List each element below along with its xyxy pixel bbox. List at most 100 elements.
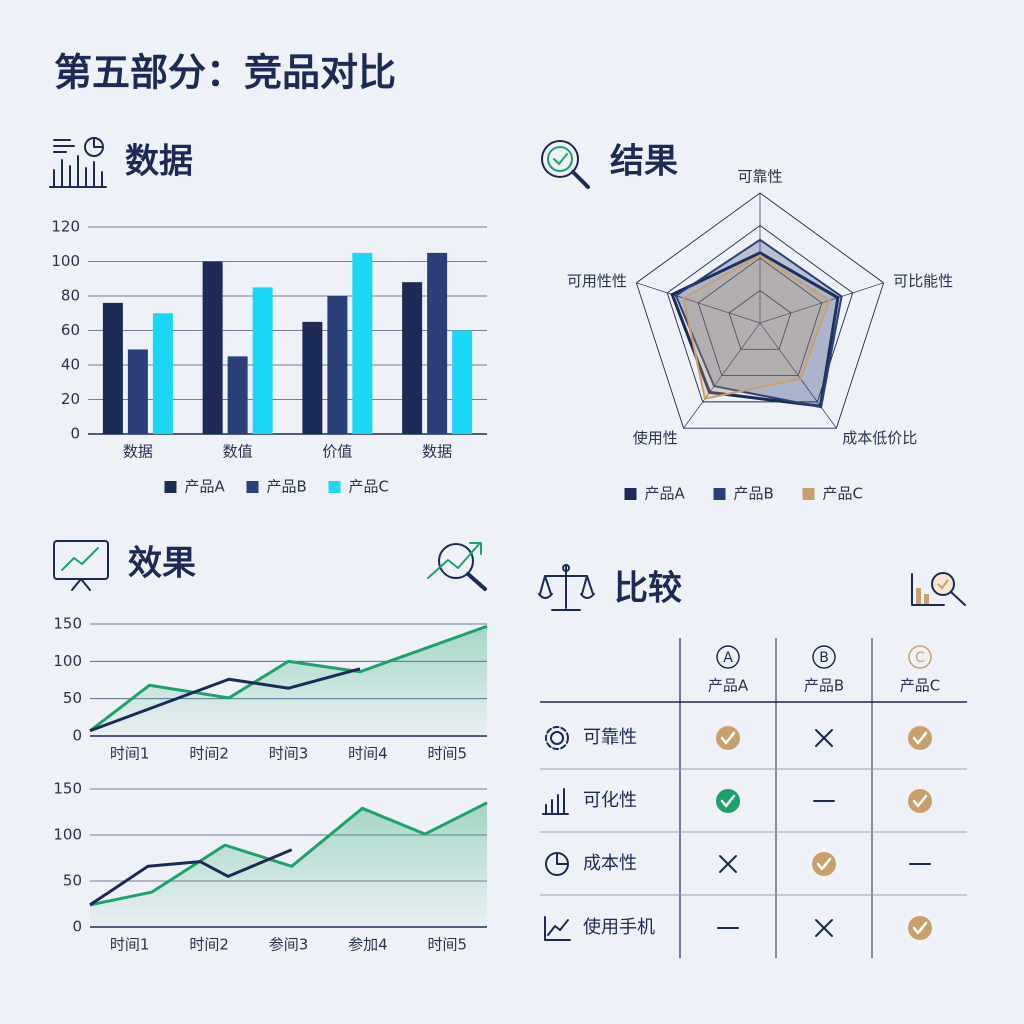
x-tick-label: 价值 [322,443,352,461]
check-icon [715,725,741,751]
grid-ring [635,192,885,429]
legend-swatch [624,488,637,500]
column-badge: A [723,650,733,666]
axis-label: 使用性 [633,429,678,447]
check-icon [907,725,933,751]
legend-label: 产品B [734,485,774,503]
bar [102,302,123,434]
badge-circle [908,645,932,669]
row-label: 成本性 [583,853,637,874]
y-tick-label: 100 [53,826,82,844]
legend-swatch [328,481,341,493]
spoke [683,322,761,429]
axis-label: 成本低价比 [842,429,917,447]
x-tick-label: 数据 [422,443,452,461]
row-label: 可靠性 [583,727,637,748]
section-title: 结果 [610,142,678,182]
badge-circle [716,645,740,669]
y-tick-label: 20 [61,390,80,408]
legend-label: 产品A [645,485,686,503]
x-tick-label: 数值 [223,443,253,461]
bar [227,356,248,434]
x-tick-label: 时间1 [110,936,150,954]
line [89,667,361,733]
section-title: 效果 [128,544,196,584]
table-frame [540,638,967,958]
effect-icon [53,540,109,591]
line [89,848,293,907]
line [89,624,488,732]
section-title: 数据 [125,142,193,182]
y-tick-label: 0 [70,425,80,443]
y-tick-label: 100 [53,652,82,670]
line [89,801,488,907]
bar [302,321,323,434]
axis-label: 可靠性 [737,168,782,186]
page-title: 第五部分：竞品对比 [54,51,396,95]
legend-label: 产品B [267,478,307,496]
x-tick-label: 时间1 [110,745,150,763]
check-icon [811,851,837,877]
x-tick-label: 参间3 [269,936,309,954]
y-tick-label: 150 [53,615,82,633]
scale-icon [538,564,595,611]
result-icon [541,140,590,189]
column-badge: B [819,650,829,666]
table-cells [715,725,933,941]
bar [202,261,223,434]
spoke [759,322,837,429]
legend-swatch [246,481,259,493]
y-tick-label: 150 [53,780,82,798]
legend-swatch [802,488,815,500]
row-label: 可化性 [583,790,637,811]
column-label: 产品C [900,677,940,695]
row-label: 使用手机 [583,917,655,938]
check-icon [715,788,741,814]
x-tick-label: 时间2 [189,936,229,954]
y-tick-label: 100 [51,252,80,270]
legend-label: 产品C [349,478,389,496]
compare-icon [911,572,966,606]
x-tick-label: 参加4 [348,936,388,954]
y-tick-label: 80 [61,287,80,305]
spoke [636,282,761,324]
badge-circle [812,645,836,669]
cross-icon [815,729,833,747]
y-tick-label: 120 [51,218,80,236]
bar [352,252,373,434]
bar [127,349,148,434]
legend-label: 产品C [823,485,863,503]
bar [452,330,473,434]
y-tick-label: 40 [61,356,80,374]
axis-label: 可比能性 [893,272,953,290]
grid-ring [666,224,854,403]
y-tick-label: 0 [72,727,82,745]
legend-swatch [713,488,726,500]
axis-label: 可用性性 [567,272,627,290]
bar [327,296,348,434]
check-icon [907,788,933,814]
radar-area [682,254,831,400]
check-icon [907,915,933,941]
bar [152,313,173,434]
x-tick-label: 时间5 [428,745,468,763]
y-tick-label: 50 [63,689,82,707]
x-tick-label: 时间3 [269,745,309,763]
legend-swatch [164,481,177,493]
spoke [759,282,884,324]
column-badge: C [915,650,925,666]
column-label: 产品B [804,677,844,695]
trend-icon [427,542,487,591]
cross-icon [815,919,833,937]
x-tick-label: 时间2 [189,745,229,763]
row-icons [542,726,571,941]
data-icon [49,137,107,188]
legend-label: 产品A [185,478,226,496]
x-tick-label: 时间5 [428,936,468,954]
y-tick-label: 50 [63,872,82,890]
grid-ring [697,257,823,377]
bar [252,287,273,434]
bar [427,252,448,434]
